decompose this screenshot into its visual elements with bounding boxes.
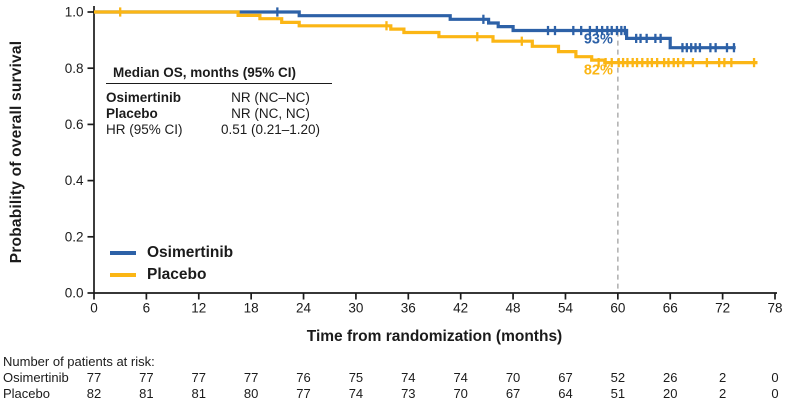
x-tick-label: 12	[191, 301, 206, 316]
risk-count: 77	[296, 386, 311, 401]
risk-count: 76	[296, 370, 311, 385]
legend-label: Placebo	[147, 266, 207, 283]
annotation-row-label: Osimertinib	[106, 90, 182, 105]
y-tick-label: 0.2	[65, 229, 84, 244]
risk-count: 0	[771, 370, 779, 385]
annotation-row-label: Placebo	[106, 106, 158, 122]
risk-count: 0	[771, 386, 779, 401]
y-tick-label: 0.4	[65, 173, 84, 188]
survival-rate-label: 93%	[584, 32, 613, 48]
risk-row-label: Placebo	[3, 386, 50, 401]
axes	[93, 6, 777, 294]
risk-count: 75	[348, 370, 364, 385]
x-tick-label: 60	[610, 301, 625, 316]
risk-count: 77	[191, 370, 206, 385]
x-tick-label: 30	[348, 301, 363, 316]
x-tick-label: 36	[401, 301, 416, 316]
risk-count: 77	[139, 370, 154, 385]
risk-count: 70	[453, 386, 468, 401]
risk-row-osimertinib: Osimertinib 77 77 77 77 76 75 74 74 70 67 52 26 2 0	[0, 370, 787, 386]
legend-label: Osimertinib	[147, 244, 234, 261]
risk-count: 51	[610, 386, 626, 401]
risk-count: 2	[718, 370, 727, 385]
x-tick-label: 0	[90, 301, 98, 316]
x-tick-label: 78	[767, 301, 782, 316]
annotation-row-value: 0.51 (0.21–1.20)	[220, 122, 321, 138]
risk-count: 74	[401, 370, 416, 385]
risk-count: 70	[505, 370, 521, 385]
annotation-row-label: HR (95% CI)	[106, 122, 183, 138]
x-tick-label: 42	[453, 301, 468, 316]
risk-count: 67	[558, 370, 573, 385]
x-tick-label: 6	[143, 301, 151, 316]
x-tick-label: 54	[558, 301, 574, 316]
risk-count: 26	[662, 370, 678, 385]
risk-row-placebo: Placebo 82 81 81 80 77 74 73 70 67 64 51 20 2 0	[0, 386, 787, 402]
risk-count: 20	[662, 386, 678, 401]
x-tick-label: 18	[244, 301, 259, 316]
placebo-line-swatch	[110, 273, 136, 277]
annotation-row-value: NR (NC–NC)	[231, 90, 310, 105]
risk-count: 52	[610, 370, 626, 385]
y-tick-label: 0.0	[65, 286, 84, 301]
annotation-header: Median OS, months (95% CI)	[106, 65, 332, 84]
risk-count: 77	[243, 370, 259, 385]
x-tick-label: 48	[506, 301, 521, 316]
risk-row-label: Osimertinib	[3, 370, 69, 385]
risk-count: 80	[243, 386, 259, 401]
annotation-rows: Osimertinib NR (NC–NC) Placebo NR (NC, N…	[106, 90, 332, 139]
risk-count: 74	[348, 386, 364, 401]
risk-count: 64	[558, 386, 573, 401]
x-tick-label: 66	[663, 301, 678, 316]
risk-count: 82	[86, 386, 102, 401]
y-tick-label: 0.6	[65, 117, 84, 132]
km-curve-osimertinib	[94, 10, 736, 50]
risk-count: 81	[191, 386, 206, 401]
y-tick-label: 1.0	[65, 5, 84, 20]
risk-count: 81	[139, 386, 154, 401]
legend-item-placebo: Placebo	[110, 264, 233, 286]
median-os-annotation-box: Median OS, months (95% CI) Osimertinib N…	[106, 65, 332, 139]
x-tick-label: 24	[296, 301, 312, 316]
y-tick-label: 0.8	[65, 61, 84, 76]
risk-table-title: Number of patients at risk:	[3, 354, 155, 369]
legend-item-osimertinib: Osimertinib	[110, 242, 233, 264]
osimertinib-line-swatch	[110, 251, 136, 255]
x-tick-label: 72	[715, 301, 730, 316]
annotation-row-value: NR (NC, NC)	[231, 106, 310, 122]
survival-rate-label: 82%	[584, 63, 613, 79]
risk-count: 2	[718, 386, 727, 401]
risk-count: 77	[86, 370, 102, 385]
risk-count: 67	[505, 386, 521, 401]
y-axis-label: Probability of overall survival	[8, 40, 25, 264]
risk-count: 73	[401, 386, 416, 401]
legend: Osimertinib Placebo	[110, 242, 233, 286]
x-axis-label: Time from randomization (months)	[306, 328, 563, 345]
km-curve-placebo	[94, 10, 758, 65]
risk-count: 74	[453, 370, 468, 385]
